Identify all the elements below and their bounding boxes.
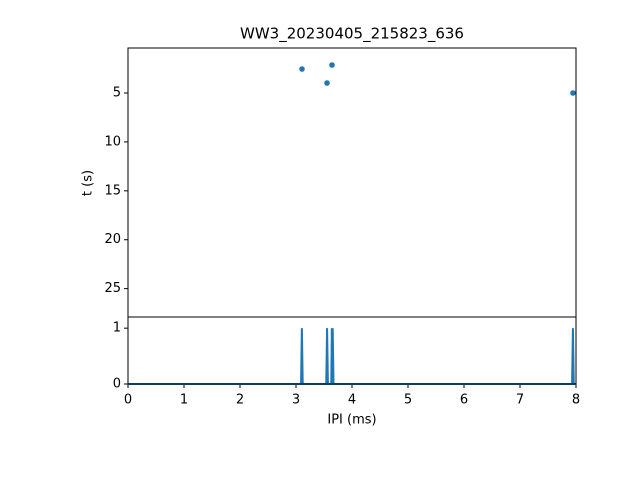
y-tick-label: 25 [104,281,121,296]
x-tick-label: 5 [404,393,412,408]
x-tick-label: 2 [236,393,244,408]
line [128,328,576,385]
chart-title: WW3_20230405_215823_636 [240,25,464,44]
x-tick-label: 7 [516,393,524,408]
y-tick-label: 20 [104,232,121,247]
x-tick-label: 8 [572,393,580,408]
x-tick-label: 4 [348,393,356,408]
point [299,66,305,72]
axes-frame [127,316,577,385]
x-axis-label: IPI (ms) [327,413,376,428]
y-tick-label: 5 [113,85,121,100]
y-tick-label: 0 [113,377,121,392]
y-tick-label: 15 [104,183,121,198]
point [570,90,576,96]
x-tick-label: 3 [292,393,300,408]
y-axis-label: t (s) [81,170,96,196]
y-tick-label: 1 [113,321,121,336]
x-tick-label: 6 [460,393,468,408]
point [329,62,335,68]
y-tick-label: 10 [104,134,121,149]
point [324,80,330,86]
x-tick-label: 0 [124,393,132,408]
x-tick-label: 1 [180,393,188,408]
